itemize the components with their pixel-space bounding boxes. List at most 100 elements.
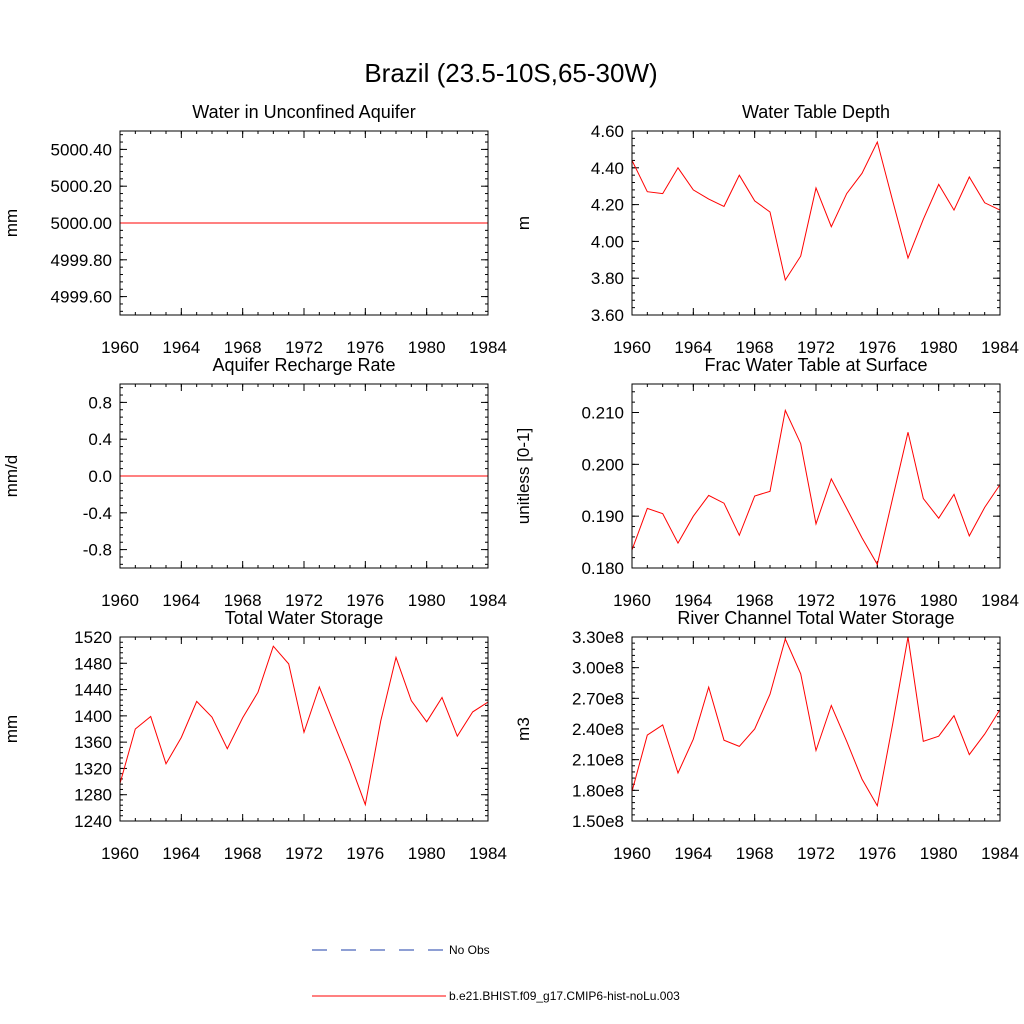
x-tick-label: 1980 bbox=[408, 591, 446, 610]
x-tick-label: 1968 bbox=[224, 844, 262, 863]
y-axis-label: mm bbox=[2, 715, 21, 743]
series-line bbox=[631, 140, 1001, 282]
y-tick-label: 1400 bbox=[74, 707, 112, 726]
y-tick-label: 3.80 bbox=[591, 269, 624, 288]
x-tick-label: 1976 bbox=[346, 338, 384, 357]
x-tick-label: 1984 bbox=[469, 338, 507, 357]
y-tick-label: 1480 bbox=[74, 654, 112, 673]
chart-panel: Aquifer Recharge Rate 1960 1964 1968 1972 197… bbox=[2, 355, 507, 610]
panel-title: Aquifer Recharge Rate bbox=[212, 355, 395, 375]
x-tick-label: 1960 bbox=[613, 844, 651, 863]
y-tick-label: 1.50e8 bbox=[572, 812, 624, 831]
y-tick-label: 3.60 bbox=[591, 306, 624, 325]
y-tick-label: 0.190 bbox=[581, 507, 624, 526]
x-tick-label: 1964 bbox=[162, 591, 200, 610]
y-tick-label: 0.200 bbox=[581, 455, 624, 474]
chart-panel: Water in Unconfined Aquifer 1960 1964 1968 1… bbox=[2, 102, 507, 357]
y-tick-label: 1280 bbox=[74, 786, 112, 805]
x-tick-label: 1960 bbox=[101, 844, 139, 863]
x-tick-label: 1980 bbox=[920, 844, 958, 863]
chart-panel: River Channel Total Water Storage 1960 196… bbox=[514, 608, 1019, 863]
x-tick-label: 1960 bbox=[101, 338, 139, 357]
y-tick-label: 4.20 bbox=[591, 196, 624, 215]
plot-frame bbox=[119, 636, 489, 822]
x-tick-label: 1964 bbox=[674, 338, 712, 357]
y-axis-label: m3 bbox=[514, 717, 533, 741]
y-tick-label: 3.30e8 bbox=[572, 628, 624, 647]
x-tick-label: 1968 bbox=[224, 338, 262, 357]
y-tick-label: 5000.20 bbox=[51, 177, 112, 196]
y-tick-label: 0.4 bbox=[88, 430, 112, 449]
y-tick-label: 2.40e8 bbox=[572, 720, 624, 739]
panel-title: Water Table Depth bbox=[742, 102, 890, 122]
x-tick-label: 1972 bbox=[285, 591, 323, 610]
x-tick-label: 1980 bbox=[920, 591, 958, 610]
x-tick-label: 1972 bbox=[797, 591, 835, 610]
x-tick-label: 1984 bbox=[981, 591, 1019, 610]
panels-group: Water in Unconfined Aquifer 1960 1964 1968 1… bbox=[2, 102, 1019, 863]
x-tick-label: 1976 bbox=[858, 591, 896, 610]
y-tick-label: 0.0 bbox=[88, 467, 112, 486]
x-tick-label: 1968 bbox=[736, 338, 774, 357]
y-tick-label: 1520 bbox=[74, 628, 112, 647]
x-tick-label: 1976 bbox=[858, 844, 896, 863]
y-tick-label: 1320 bbox=[74, 759, 112, 778]
y-tick-label: -0.4 bbox=[83, 504, 112, 523]
y-tick-label: 5000.40 bbox=[51, 140, 112, 159]
y-tick-label: 2.70e8 bbox=[572, 689, 624, 708]
x-tick-label: 1960 bbox=[613, 338, 651, 357]
panel-title: Water in Unconfined Aquifer bbox=[192, 102, 415, 122]
panel-title: River Channel Total Water Storage bbox=[677, 608, 954, 628]
series-line bbox=[631, 636, 1001, 808]
x-tick-label: 1980 bbox=[408, 338, 446, 357]
x-tick-label: 1968 bbox=[736, 591, 774, 610]
x-tick-label: 1980 bbox=[408, 844, 446, 863]
x-tick-label: 1980 bbox=[920, 338, 958, 357]
legend-label: b.e21.BHIST.f09_g17.CMIP6-hist-noLu.003 bbox=[449, 989, 680, 1003]
legend-entry: No Obs bbox=[312, 943, 490, 957]
series-line bbox=[631, 408, 1001, 566]
plot-frame bbox=[119, 130, 489, 316]
x-tick-label: 1968 bbox=[224, 591, 262, 610]
y-tick-label: 0.180 bbox=[581, 559, 624, 578]
legend-label: No Obs bbox=[449, 943, 490, 957]
x-tick-label: 1984 bbox=[469, 844, 507, 863]
y-tick-label: 0.210 bbox=[581, 404, 624, 423]
x-tick-label: 1968 bbox=[736, 844, 774, 863]
x-tick-label: 1984 bbox=[469, 591, 507, 610]
x-tick-label: 1964 bbox=[674, 844, 712, 863]
y-tick-label: 1.80e8 bbox=[572, 781, 624, 800]
plot-frame bbox=[631, 383, 1001, 569]
x-tick-label: 1960 bbox=[101, 591, 139, 610]
y-tick-label: 3.00e8 bbox=[572, 659, 624, 678]
x-tick-label: 1976 bbox=[858, 338, 896, 357]
plot-frame bbox=[631, 130, 1001, 316]
x-tick-label: 1984 bbox=[981, 338, 1019, 357]
panel-title: Total Water Storage bbox=[225, 608, 383, 628]
chart-panel: Frac Water Table at Surface 1960 1964 1968 1… bbox=[514, 355, 1019, 610]
panel-title: Frac Water Table at Surface bbox=[704, 355, 927, 375]
y-tick-label: 4.00 bbox=[591, 232, 624, 251]
x-tick-label: 1972 bbox=[285, 844, 323, 863]
x-tick-label: 1976 bbox=[346, 591, 384, 610]
y-tick-label: 4.60 bbox=[591, 122, 624, 141]
legend: No Obs b.e21.BHIST.f09_g17.CMIP6-hist-noL… bbox=[312, 943, 680, 1003]
y-tick-label: 4999.60 bbox=[51, 288, 112, 307]
chart-panel: Water Table Depth 1960 1964 1968 1972 1976 198… bbox=[514, 102, 1019, 357]
chart-panel: Total Water Storage 1960 1964 1968 1972 1976 1… bbox=[2, 608, 507, 863]
x-tick-label: 1976 bbox=[346, 844, 384, 863]
legend-entry: b.e21.BHIST.f09_g17.CMIP6-hist-noLu.003 bbox=[312, 989, 680, 1003]
plot-frame bbox=[119, 383, 489, 569]
x-tick-label: 1964 bbox=[674, 591, 712, 610]
y-tick-label: 1360 bbox=[74, 733, 112, 752]
y-axis-label: m bbox=[514, 216, 533, 230]
y-tick-label: 1440 bbox=[74, 681, 112, 700]
x-tick-label: 1972 bbox=[285, 338, 323, 357]
plot-frame bbox=[631, 636, 1001, 822]
y-axis-label: unitless [0-1] bbox=[514, 428, 533, 524]
y-tick-label: 5000.00 bbox=[51, 214, 112, 233]
x-tick-label: 1964 bbox=[162, 338, 200, 357]
y-tick-label: 0.8 bbox=[88, 393, 112, 412]
y-axis-label: mm/d bbox=[2, 455, 21, 498]
